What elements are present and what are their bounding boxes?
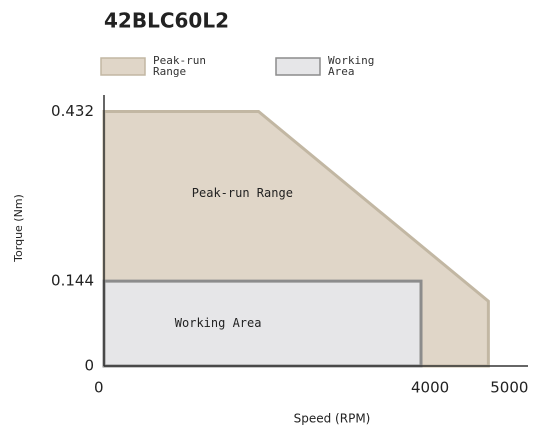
legend-swatch: [275, 57, 321, 76]
area-label: Peak-run Range: [192, 186, 293, 200]
area: [102, 279, 423, 368]
legend-label: Peak-run Range: [153, 54, 206, 78]
x-tick-label: 0: [94, 379, 104, 397]
y-tick-label: 0: [84, 357, 94, 375]
area-label: Working Area: [175, 316, 262, 330]
x-axis-label: Speed (RPM): [294, 412, 371, 426]
legend-label: Working Area: [328, 54, 375, 78]
x-tick-label: 4000: [411, 379, 449, 397]
y-tick-label: 0.144: [51, 272, 94, 290]
y-tick-label: 0.432: [51, 102, 94, 120]
y-axis-label: Torque (Nm): [12, 194, 25, 263]
legend-swatch: [100, 57, 146, 76]
chart-title: 42BLC60L2: [104, 9, 229, 33]
x-tick-label: 5000: [490, 379, 528, 397]
